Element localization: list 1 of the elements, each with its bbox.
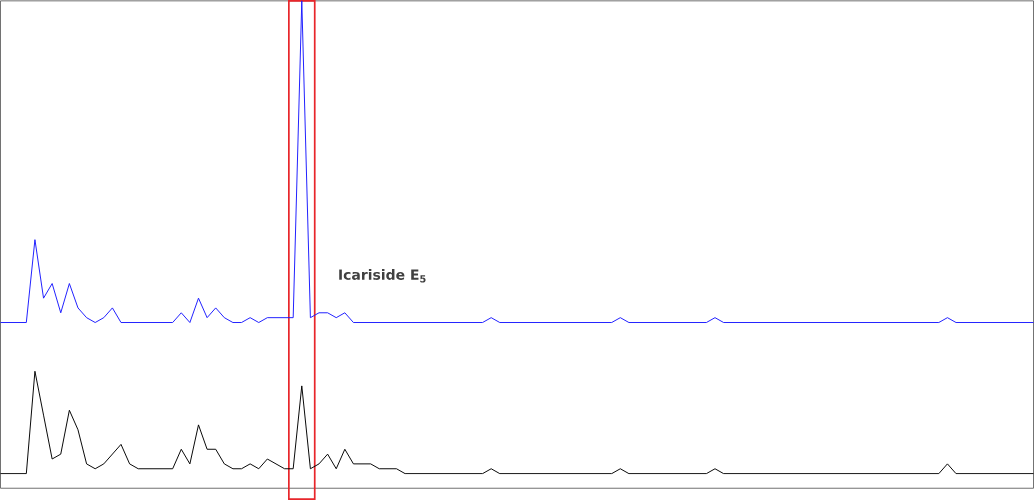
annotation: Icariside E$_{5}$ xyxy=(339,269,426,283)
